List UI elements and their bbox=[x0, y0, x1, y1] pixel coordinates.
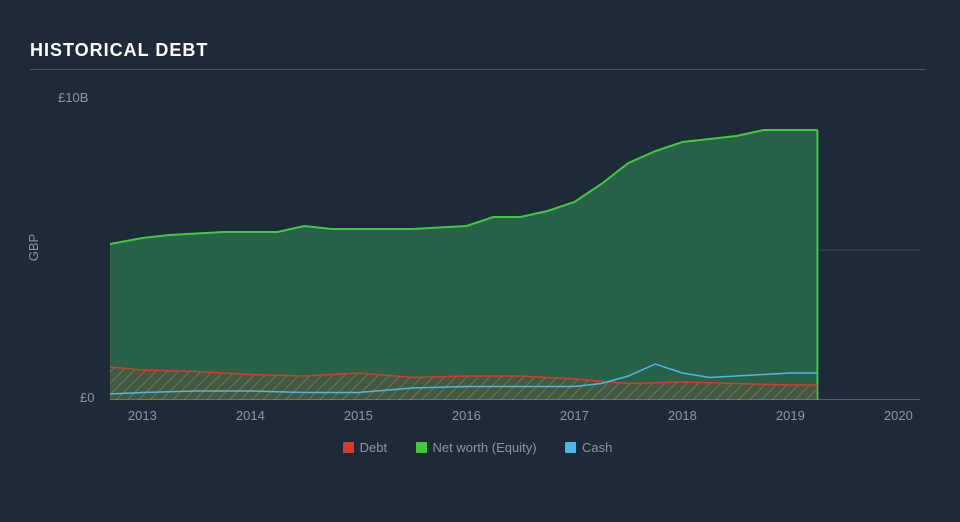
xtick-label: 2014 bbox=[236, 408, 265, 423]
xtick-label: 2019 bbox=[776, 408, 805, 423]
legend-item-equity: Net worth (Equity) bbox=[416, 440, 537, 455]
xtick-label: 2017 bbox=[560, 408, 589, 423]
chart-area: £10B GBP £0 2013201420152016201720182019… bbox=[30, 90, 925, 450]
legend-label-equity: Net worth (Equity) bbox=[433, 440, 537, 455]
legend-swatch-equity bbox=[416, 442, 427, 453]
legend-swatch-cash bbox=[565, 442, 576, 453]
legend-label-cash: Cash bbox=[582, 440, 612, 455]
legend-item-debt: Debt bbox=[343, 440, 387, 455]
xtick-label: 2016 bbox=[452, 408, 481, 423]
ytick-top: £10B bbox=[58, 90, 88, 105]
chart-svg bbox=[110, 100, 920, 400]
legend-label-debt: Debt bbox=[360, 440, 387, 455]
chart-legend: Debt Net worth (Equity) Cash bbox=[30, 440, 925, 458]
xtick-label: 2015 bbox=[344, 408, 373, 423]
x-axis-ticks: 2013 2014 2015 2016 2017 2018 2019 2020 bbox=[110, 408, 920, 428]
y-axis-label: GBP bbox=[26, 234, 41, 261]
legend-swatch-debt bbox=[343, 442, 354, 453]
ytick-bottom: £0 bbox=[80, 390, 94, 405]
legend-item-cash: Cash bbox=[565, 440, 612, 455]
xtick-label: 2013 bbox=[128, 408, 157, 423]
xtick-label: 2020 bbox=[884, 408, 913, 423]
xtick-label: 2018 bbox=[668, 408, 697, 423]
chart-container: HISTORICAL DEBT £10B GBP £0 2013 2014 2015… bbox=[0, 0, 960, 522]
chart-title: HISTORICAL DEBT bbox=[30, 40, 925, 70]
